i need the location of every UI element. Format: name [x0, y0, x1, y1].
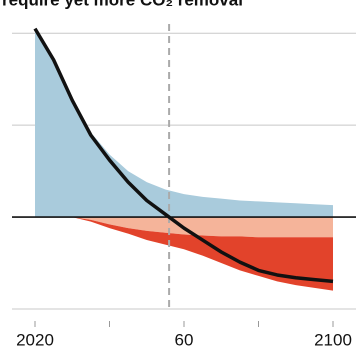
x-tick-label: 2100	[314, 330, 352, 349]
area	[35, 28, 333, 218]
x-tick-label: 60	[175, 330, 194, 349]
chart-title: require yet more CO₂ removal	[2, 0, 243, 9]
line	[33, 27, 334, 284]
x-tick-label: 2020	[16, 330, 54, 349]
area	[35, 217, 333, 291]
